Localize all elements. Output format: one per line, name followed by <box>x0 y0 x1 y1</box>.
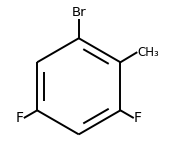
Text: Br: Br <box>71 6 86 19</box>
Text: F: F <box>134 111 142 125</box>
Text: CH₃: CH₃ <box>138 46 159 59</box>
Text: F: F <box>16 111 24 125</box>
